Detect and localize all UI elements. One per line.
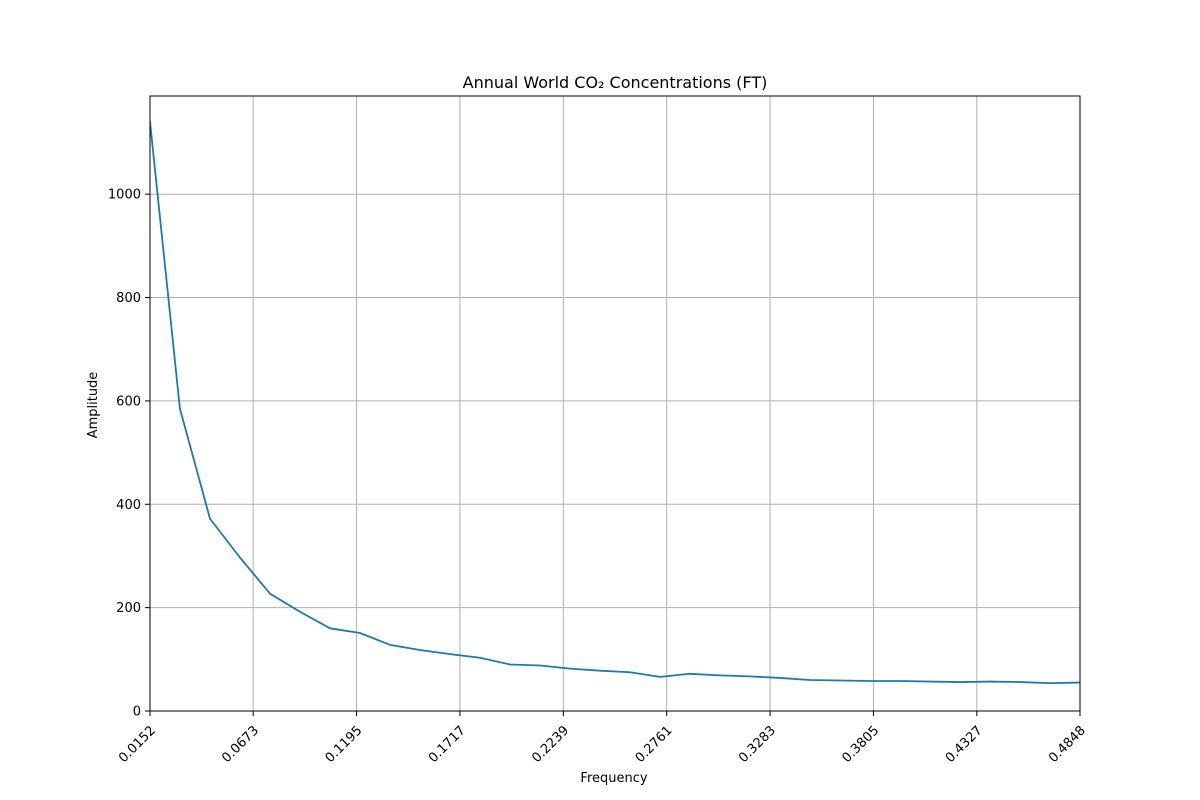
series-line — [150, 120, 1080, 684]
y-tick-label: 1000 — [108, 188, 141, 203]
y-tick-label: 800 — [116, 291, 141, 306]
y-tick-label: 200 — [116, 601, 141, 616]
plot-frame — [149, 95, 1081, 712]
y-tick-label: 0 — [133, 705, 141, 720]
y-axis-label: Amplitude — [86, 372, 101, 439]
series-layer — [150, 120, 1080, 684]
y-tick-label: 600 — [116, 394, 141, 409]
x-axis-label: Frequency — [580, 771, 647, 786]
y-tick-label: 400 — [116, 498, 141, 513]
chart-title: Annual World CO₂ Concentrations (FT) — [463, 73, 768, 92]
